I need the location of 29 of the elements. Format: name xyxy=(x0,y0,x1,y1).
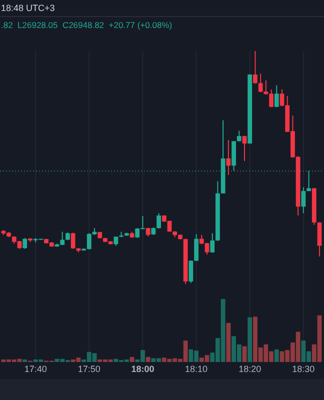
candlestick xyxy=(301,186,306,214)
candlestick xyxy=(194,234,198,262)
x-tick-label: 18:10 xyxy=(185,364,208,374)
candlestick xyxy=(188,260,194,284)
candlestick xyxy=(22,238,28,250)
bar xyxy=(22,359,28,362)
bar xyxy=(274,349,279,362)
candlestick xyxy=(210,232,215,254)
text: 18:48 UTC+3 xyxy=(1,3,55,13)
text: .82 L26928.05 C26948.82 +20.77 (+0.08%) xyxy=(1,20,172,30)
candlestick xyxy=(156,212,161,230)
candlestick xyxy=(274,84,279,108)
x-tick-label: 18:20 xyxy=(238,364,262,374)
bar xyxy=(248,317,252,362)
bar xyxy=(130,356,134,362)
candlestick xyxy=(306,170,311,192)
x-tick-label: 17:50 xyxy=(78,364,100,374)
x-tick-label: 18:00 xyxy=(131,364,154,374)
candlestick xyxy=(226,140,231,176)
candlestick xyxy=(236,130,242,142)
x-tick-label: 18:30 xyxy=(292,364,315,374)
candlestick xyxy=(317,222,322,258)
candlestick xyxy=(253,50,258,84)
candlestick xyxy=(242,135,247,162)
bar xyxy=(226,322,231,362)
x-tick-label: 17:40 xyxy=(24,364,47,374)
bar xyxy=(146,356,150,362)
bar xyxy=(242,346,247,362)
candlestick xyxy=(70,232,76,250)
